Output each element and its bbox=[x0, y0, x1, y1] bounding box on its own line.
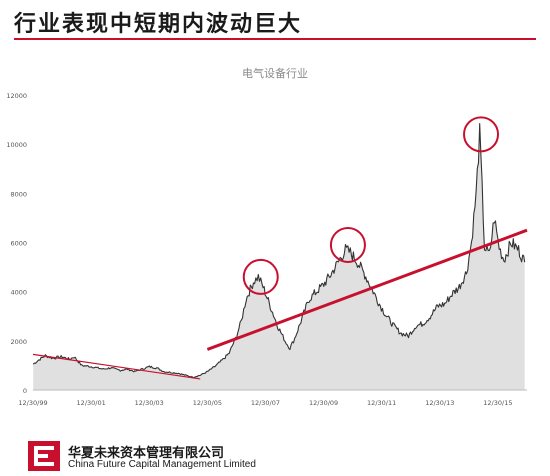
chart-title: 电气设备行业 bbox=[242, 66, 308, 80]
trend-line bbox=[32, 353, 201, 380]
title-divider bbox=[14, 38, 536, 40]
x-tick-label: 12/30/13 bbox=[425, 399, 454, 407]
series-area-fill bbox=[33, 123, 525, 390]
y-tick-label: 0 bbox=[23, 387, 27, 395]
x-tick-label: 12/30/05 bbox=[193, 399, 222, 407]
company-name-en: China Future Capital Management Limited bbox=[68, 459, 256, 470]
x-tick-label: 12/30/07 bbox=[251, 399, 280, 407]
y-tick-label: 2000 bbox=[10, 338, 27, 346]
highlight-circle bbox=[463, 116, 500, 153]
company-name-cn: 华夏未来资本管理有限公司 bbox=[68, 446, 225, 461]
y-tick-label: 4000 bbox=[10, 289, 27, 297]
x-tick-label: 12/30/09 bbox=[309, 399, 338, 407]
y-tick-label: 10000 bbox=[6, 141, 27, 149]
x-tick-label: 12/30/99 bbox=[18, 399, 47, 407]
company-logo-icon bbox=[28, 441, 60, 471]
y-tick-label: 8000 bbox=[10, 190, 27, 198]
x-tick-label: 12/30/01 bbox=[77, 399, 106, 407]
slide-title: 行业表现中短期内波动巨大 bbox=[14, 12, 303, 37]
y-tick-label: 12000 bbox=[6, 92, 27, 100]
x-tick-label: 12/30/03 bbox=[135, 399, 164, 407]
series-line bbox=[32, 123, 526, 379]
x-tick-label: 12/30/15 bbox=[483, 399, 512, 407]
highlight-circle bbox=[242, 258, 279, 295]
trend-line bbox=[206, 228, 528, 351]
industry-index-chart: 电气设备行业 0 2000 4000 6000 8000 10000 12000 12/30… bbox=[6, 66, 528, 407]
x-tick-label: 12/30/11 bbox=[367, 399, 396, 407]
y-tick-label: 6000 bbox=[10, 240, 27, 248]
highlight-circle bbox=[329, 226, 366, 263]
